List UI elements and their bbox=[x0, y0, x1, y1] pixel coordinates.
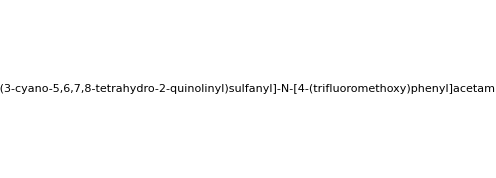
Text: 2-[(3-cyano-5,6,7,8-tetrahydro-2-quinolinyl)sulfanyl]-N-[4-(trifluoromethoxy)phe: 2-[(3-cyano-5,6,7,8-tetrahydro-2-quinoli… bbox=[0, 84, 496, 94]
